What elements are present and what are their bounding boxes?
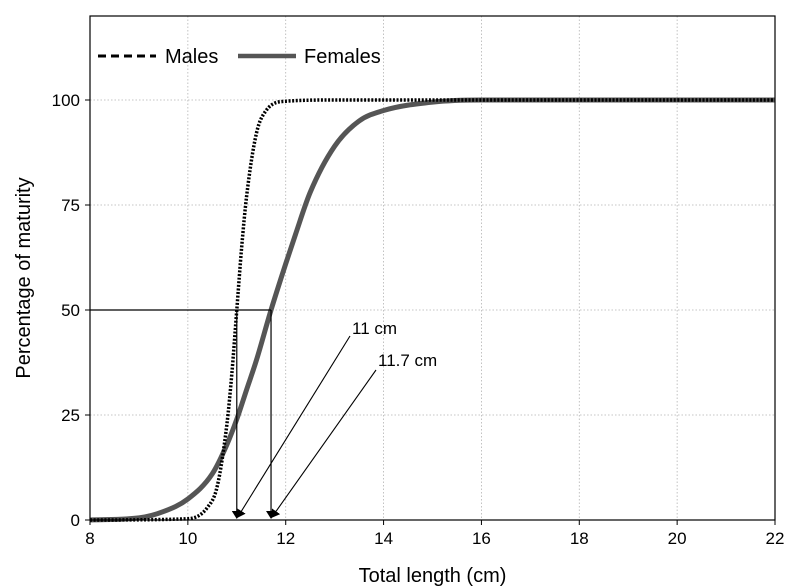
y-tick-label: 100	[52, 91, 80, 110]
plot-frame	[89, 15, 776, 521]
legend-label-females: Females	[304, 46, 381, 68]
x-tick-label: 12	[276, 529, 295, 548]
y-tick-label: 75	[61, 196, 80, 215]
legend-label-males: Males	[165, 46, 218, 68]
y-axis-title: Percentage of maturity	[13, 177, 35, 378]
x-tick-label: 22	[766, 529, 785, 548]
legend: Males Females	[98, 46, 381, 68]
annotations: 11 cm 11.7 cm	[90, 309, 437, 519]
annotation-label: 11.7 cm	[378, 351, 437, 370]
axis-ticks: 8 10 12 14 16 18 20 22 0 25 50 75 100	[52, 91, 785, 548]
series-line-males	[89, 98, 775, 522]
y-tick-label: 50	[61, 301, 80, 320]
annotation-label: 11 cm	[352, 319, 397, 338]
x-tick-label: 20	[668, 529, 687, 548]
x-tick-label: 14	[374, 529, 393, 548]
series-lines	[89, 97, 775, 523]
series-line-females	[89, 97, 775, 523]
x-tick-label: 16	[472, 529, 491, 548]
x-tick-label: 18	[570, 529, 589, 548]
y-tick-label: 25	[61, 406, 80, 425]
x-tick-label: 10	[178, 529, 197, 548]
x-axis-title: Total length (cm)	[359, 565, 507, 587]
annotation-arrow	[271, 369, 377, 518]
x-tick-label: 8	[85, 529, 94, 548]
y-tick-label: 0	[71, 511, 80, 530]
annotation-arrow	[237, 335, 351, 518]
